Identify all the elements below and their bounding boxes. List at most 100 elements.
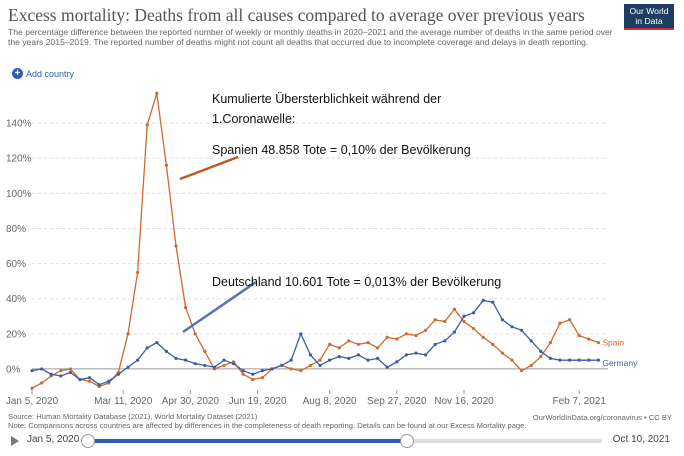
data-point-spain[interactable] — [548, 340, 553, 345]
data-point-spain[interactable] — [529, 363, 533, 368]
data-point-spain[interactable] — [443, 319, 447, 324]
data-point-germany[interactable] — [596, 358, 601, 362]
data-point-germany[interactable] — [184, 358, 188, 362]
data-point-germany[interactable] — [116, 372, 120, 376]
data-point-spain[interactable] — [462, 319, 466, 324]
data-point-germany[interactable] — [241, 369, 245, 373]
data-point-germany[interactable] — [97, 383, 101, 387]
data-point-germany[interactable] — [529, 339, 533, 343]
data-point-spain[interactable] — [500, 351, 504, 355]
data-point-germany[interactable] — [414, 351, 418, 355]
data-point-germany[interactable] — [376, 356, 380, 360]
data-point-germany[interactable] — [395, 360, 399, 364]
data-point-germany[interactable] — [68, 370, 72, 375]
data-point-germany[interactable] — [40, 367, 44, 371]
data-point-spain[interactable] — [193, 332, 197, 336]
data-point-spain[interactable] — [433, 318, 437, 322]
data-point-spain[interactable] — [472, 326, 476, 331]
data-point-spain[interactable] — [68, 367, 72, 371]
data-point-germany[interactable] — [472, 311, 476, 315]
data-point-spain[interactable] — [308, 363, 312, 368]
add-country-button[interactable]: + Add country — [12, 68, 74, 79]
data-point-spain[interactable] — [568, 318, 572, 322]
data-point-germany[interactable] — [49, 372, 53, 376]
data-point-germany[interactable] — [308, 353, 312, 357]
data-point-germany[interactable] — [347, 356, 351, 360]
data-point-spain[interactable] — [577, 333, 581, 338]
data-point-germany[interactable] — [568, 358, 572, 362]
data-point-spain[interactable] — [40, 381, 44, 385]
data-point-germany[interactable] — [212, 365, 216, 369]
data-point-spain[interactable] — [222, 363, 226, 368]
data-point-germany[interactable] — [500, 318, 504, 322]
data-point-spain[interactable] — [174, 244, 178, 248]
owid-logo[interactable]: Our World in Data — [624, 4, 674, 30]
data-point-germany[interactable] — [232, 362, 236, 366]
data-point-germany[interactable] — [289, 358, 293, 362]
data-point-spain[interactable] — [596, 340, 601, 345]
data-point-spain[interactable] — [347, 339, 351, 343]
data-point-spain[interactable] — [155, 91, 159, 95]
timeline[interactable]: Jan 5, 2020 Oct 10, 2021 — [0, 432, 684, 452]
data-point-spain[interactable] — [385, 335, 389, 339]
data-point-spain[interactable] — [251, 377, 255, 382]
data-point-germany[interactable] — [299, 332, 303, 336]
data-point-spain[interactable] — [299, 369, 303, 373]
data-point-germany[interactable] — [539, 349, 543, 353]
data-point-germany[interactable] — [510, 325, 514, 329]
data-point-germany[interactable] — [260, 369, 264, 373]
data-point-germany[interactable] — [145, 346, 149, 350]
data-point-germany[interactable] — [155, 340, 159, 345]
data-point-spain[interactable] — [356, 342, 360, 346]
data-point-germany[interactable] — [136, 358, 140, 362]
data-point-germany[interactable] — [174, 356, 178, 360]
data-point-germany[interactable] — [356, 353, 360, 357]
data-point-germany[interactable] — [59, 374, 63, 378]
data-point-germany[interactable] — [452, 330, 456, 334]
footer-url[interactable]: OurWorldInData.org/coronavirus • CC BY — [532, 413, 672, 422]
timeline-end-handle[interactable] — [399, 434, 414, 448]
data-point-spain[interactable] — [203, 349, 207, 353]
data-point-germany[interactable] — [462, 314, 466, 318]
data-point-germany[interactable] — [337, 355, 341, 359]
data-point-spain[interactable] — [30, 386, 34, 390]
data-point-germany[interactable] — [78, 377, 82, 382]
timeline-track[interactable] — [81, 434, 602, 448]
play-icon[interactable] — [11, 436, 19, 446]
data-point-germany[interactable] — [107, 379, 111, 383]
data-point-spain[interactable] — [145, 123, 149, 127]
data-point-germany[interactable] — [88, 376, 92, 380]
data-point-spain[interactable] — [510, 358, 514, 362]
data-point-germany[interactable] — [222, 358, 226, 362]
data-point-germany[interactable] — [251, 372, 255, 376]
data-point-spain[interactable] — [404, 332, 408, 336]
data-point-germany[interactable] — [164, 349, 168, 353]
timeline-start-handle[interactable] — [81, 434, 95, 448]
data-point-germany[interactable] — [424, 353, 428, 357]
data-point-germany[interactable] — [280, 363, 284, 368]
data-point-germany[interactable] — [520, 328, 524, 332]
data-point-spain[interactable] — [558, 321, 562, 325]
data-point-spain[interactable] — [289, 367, 293, 371]
data-point-germany[interactable] — [577, 358, 581, 362]
data-point-spain[interactable] — [241, 372, 245, 376]
data-point-germany[interactable] — [481, 298, 485, 303]
data-point-germany[interactable] — [558, 358, 562, 362]
data-point-germany[interactable] — [193, 362, 197, 366]
data-point-spain[interactable] — [366, 340, 370, 345]
data-point-spain[interactable] — [414, 333, 418, 338]
data-point-spain[interactable] — [126, 332, 130, 336]
data-point-germany[interactable] — [491, 300, 495, 304]
data-point-spain[interactable] — [452, 307, 456, 311]
series-line-spain[interactable] — [31, 93, 599, 389]
data-point-germany[interactable] — [328, 358, 332, 362]
data-point-spain[interactable] — [491, 342, 495, 346]
data-point-spain[interactable] — [88, 379, 92, 383]
data-point-germany[interactable] — [30, 369, 34, 373]
data-point-spain[interactable] — [328, 342, 332, 346]
data-point-germany[interactable] — [404, 353, 408, 357]
data-point-spain[interactable] — [164, 163, 168, 167]
data-point-spain[interactable] — [424, 328, 428, 332]
data-point-germany[interactable] — [270, 367, 274, 371]
data-point-spain[interactable] — [318, 358, 322, 362]
